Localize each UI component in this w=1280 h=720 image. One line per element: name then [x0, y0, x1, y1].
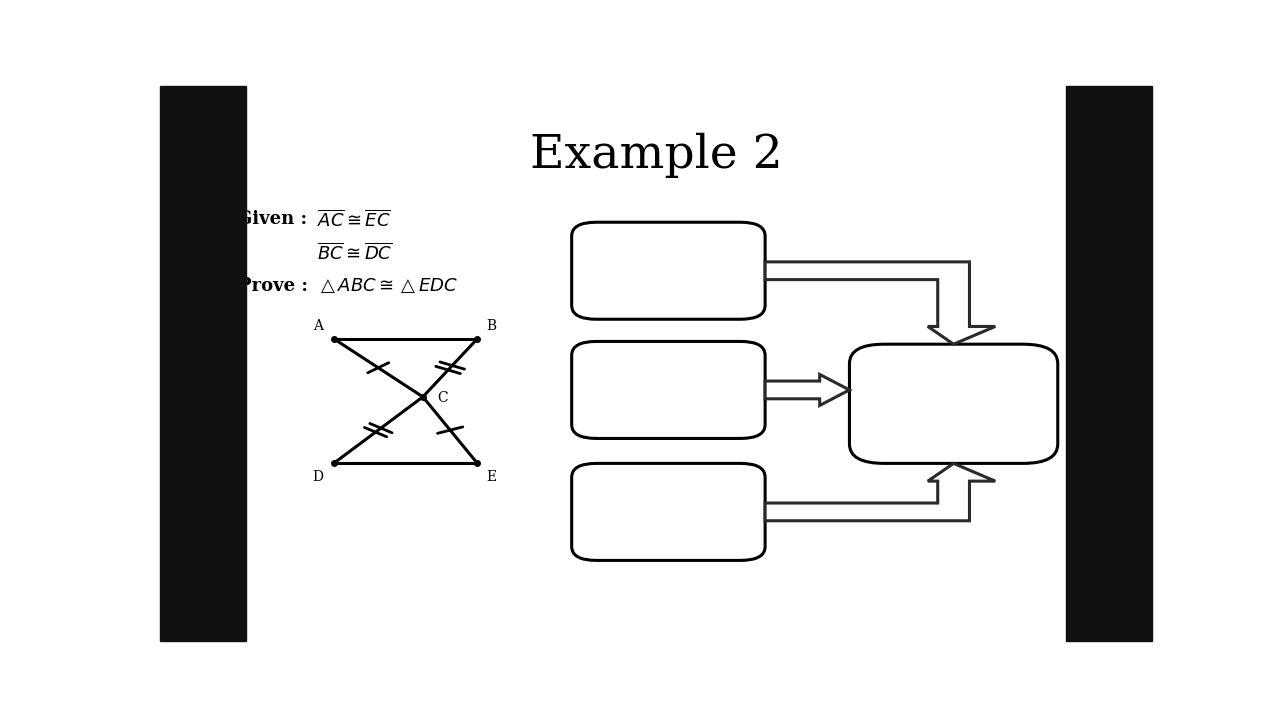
Polygon shape [765, 464, 996, 521]
Polygon shape [765, 262, 996, 344]
Text: $\overline{AC} \cong \overline{EC}$: $\overline{AC} \cong \overline{EC}$ [316, 209, 390, 230]
Text: B: B [486, 320, 497, 333]
Text: $\triangle ABC \cong \triangle EDC$: $\triangle ABC \cong \triangle EDC$ [316, 276, 457, 295]
Text: A: A [312, 320, 323, 333]
Text: E: E [486, 470, 497, 485]
Polygon shape [765, 374, 850, 405]
FancyBboxPatch shape [572, 464, 765, 560]
Text: $\overline{BC} \cong \overline{DC}$: $\overline{BC} \cong \overline{DC}$ [316, 243, 392, 263]
Text: Prove :: Prove : [238, 277, 314, 295]
Bar [160, 86, 246, 641]
Text: Given :: Given : [237, 210, 314, 228]
Text: D: D [312, 470, 324, 485]
Bar [1066, 86, 1152, 641]
FancyBboxPatch shape [572, 222, 765, 319]
FancyBboxPatch shape [572, 341, 765, 438]
Text: Example 2: Example 2 [530, 133, 782, 179]
Text: C: C [438, 391, 448, 405]
FancyBboxPatch shape [850, 344, 1057, 464]
